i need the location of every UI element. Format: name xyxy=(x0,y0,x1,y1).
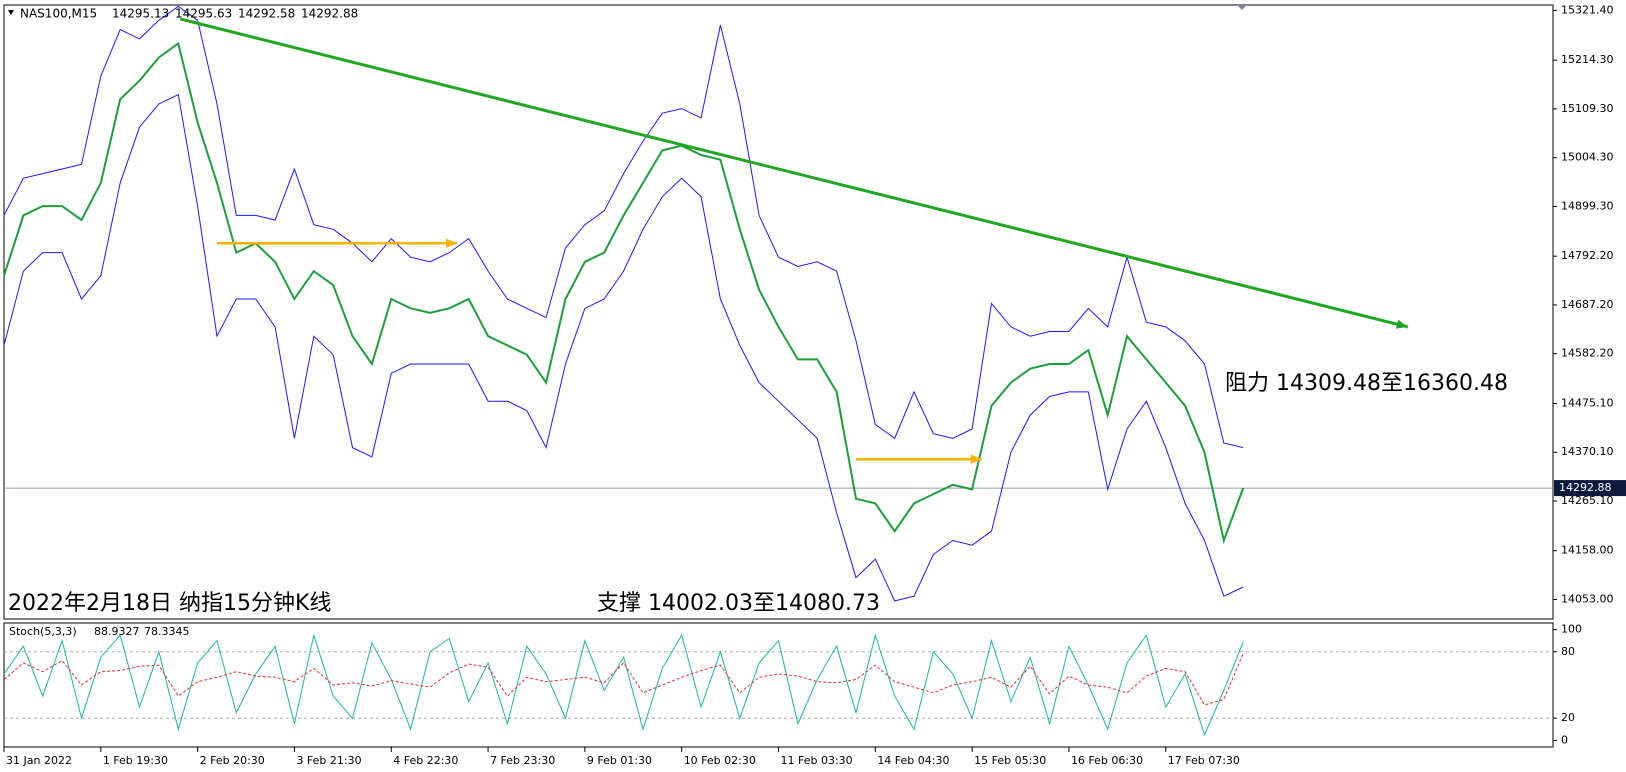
series-line xyxy=(3,633,1244,737)
x-tick-label: 2 Feb 20:30 xyxy=(200,754,265,767)
y-tick-label: 14053.00 xyxy=(1561,592,1614,605)
x-tick-label: 31 Jan 2022 xyxy=(6,754,72,767)
last-price-label: 14292.88 xyxy=(1559,481,1612,494)
y-tick-label: 14899.30 xyxy=(1561,199,1614,212)
x-tick-label: 10 Feb 02:30 xyxy=(684,754,756,767)
x-tick-label: 17 Feb 07:30 xyxy=(1168,754,1240,767)
symbol: NAS100,M15 xyxy=(20,7,97,21)
indicator-value: 78.3345 xyxy=(144,625,190,638)
stoch-panel xyxy=(3,622,1554,748)
y-tick-label: 15321.40 xyxy=(1561,3,1614,16)
last-price-box xyxy=(1554,480,1626,497)
x-tick-label: 11 Feb 03:30 xyxy=(781,754,853,767)
ohlc-value: 14295.13 xyxy=(112,7,169,21)
y-tick-label: 80 xyxy=(1561,645,1575,658)
x-tick-label: 3 Feb 21:30 xyxy=(296,754,361,767)
y-tick-label: 14265.10 xyxy=(1561,494,1614,507)
series-line xyxy=(3,653,1244,706)
arrow-head xyxy=(446,238,458,248)
y-tick-label: 15109.30 xyxy=(1561,102,1614,115)
indicator-name: Stoch(5,3,3) xyxy=(9,625,77,638)
x-tick-label: 4 Feb 22:30 xyxy=(393,754,458,767)
y-tick-label: 15214.30 xyxy=(1561,53,1614,66)
y-tick-label: 20 xyxy=(1561,711,1575,724)
indicator-value: 88.9327 xyxy=(94,625,140,638)
x-tick-label: 1 Feb 19:30 xyxy=(103,754,168,767)
series-line xyxy=(3,93,1244,602)
y-tick-label: 14687.20 xyxy=(1561,298,1614,311)
ohlc-value: 14295.63 xyxy=(175,7,232,21)
y-tick-label: 14370.10 xyxy=(1561,445,1614,458)
main-panel xyxy=(3,4,1554,620)
series-line xyxy=(3,41,1245,545)
y-tick-label: 100 xyxy=(1561,623,1582,636)
x-tick-label: 16 Feb 06:30 xyxy=(1071,754,1143,767)
ohlc-value: 14292.88 xyxy=(301,7,358,21)
ohlc-value: 14292.58 xyxy=(238,7,295,21)
annotation: 阻力 14309.48至16360.48 xyxy=(1225,371,1508,396)
x-tick-label: 7 Feb 23:30 xyxy=(490,754,555,767)
y-tick-label: 14582.20 xyxy=(1561,347,1614,360)
y-tick-label: 0 xyxy=(1561,733,1568,746)
x-tick-label: 9 Feb 01:30 xyxy=(587,754,652,767)
menu-triangle[interactable] xyxy=(8,10,14,15)
arrow-head xyxy=(1395,319,1408,329)
x-tick-label: 14 Feb 04:30 xyxy=(877,754,949,767)
y-tick-label: 14792.20 xyxy=(1561,249,1614,262)
arrow-head xyxy=(970,454,982,464)
shift-marker xyxy=(1237,5,1247,10)
y-tick-label: 14158.00 xyxy=(1561,544,1614,557)
chart-title: 2022年2月18日 纳指15分钟K线 xyxy=(8,591,331,616)
annotation: 支撑 14002.03至14080.73 xyxy=(597,591,880,616)
y-tick-label: 15004.30 xyxy=(1561,151,1614,164)
series-line xyxy=(3,5,1244,449)
y-tick-label: 14475.10 xyxy=(1561,396,1614,409)
x-tick-label: 15 Feb 05:30 xyxy=(974,754,1046,767)
drawn-line xyxy=(179,17,1409,329)
